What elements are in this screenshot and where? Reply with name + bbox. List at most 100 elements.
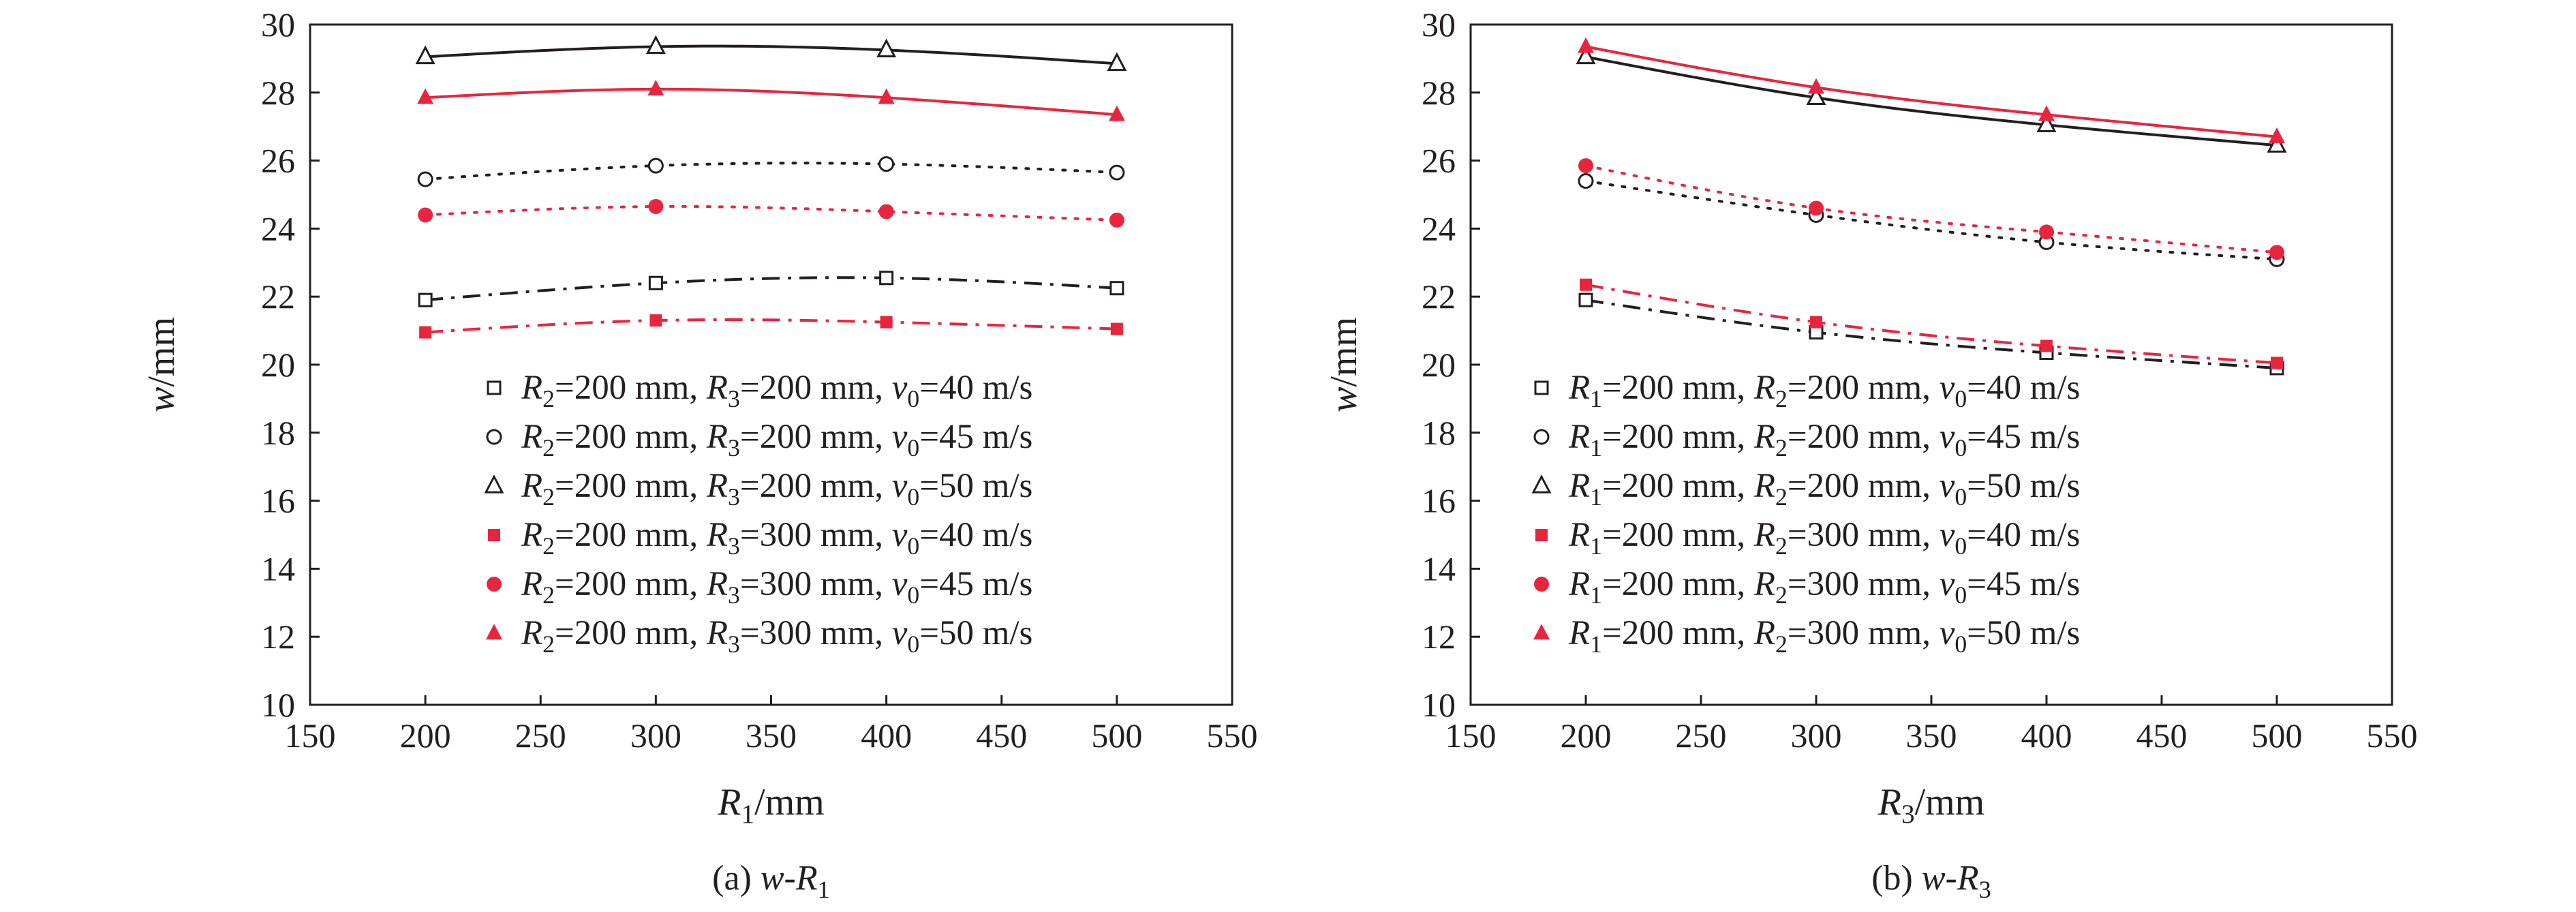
- legend-item: R1=200 mm, R2=200 mm, v0=50 m/s: [1531, 467, 2080, 511]
- legend-item: R1=200 mm, R2=300 mm, v0=50 m/s: [1533, 614, 2080, 658]
- y-tick-label: 22: [1422, 277, 1456, 316]
- legend-label: R2=200 mm, R3=300 mm, v0=45 m/s: [521, 565, 1032, 609]
- legend-label: R2=200 mm, R3=200 mm, v0=50 m/s: [521, 467, 1032, 511]
- data-point: [2036, 113, 2057, 132]
- x-tick-label: 550: [1207, 716, 1258, 755]
- y-axis-title: w/mm: [1323, 317, 1365, 412]
- y-tick-label: 16: [1422, 482, 1456, 520]
- x-tick-label: 300: [1791, 716, 1842, 755]
- series-1: [418, 271, 1124, 307]
- legend-item: R1=200 mm, R2=300 mm, v0=40 m/s: [1535, 516, 2080, 560]
- data-point: [2039, 224, 2054, 240]
- y-tick-label: 16: [261, 482, 295, 520]
- legend: R1=200 mm, R2=200 mm, v0=40 m/s R1=200 mm…: [1531, 369, 2080, 658]
- y-tick-label: 14: [1422, 549, 1456, 588]
- data-point: [2040, 339, 2053, 352]
- y-tick-label: 18: [261, 414, 295, 452]
- series-line: [425, 276, 1117, 302]
- data-point: [418, 207, 433, 223]
- legend-item: R2=200 mm, R3=300 mm, v0=40 m/s: [488, 516, 1032, 560]
- figure-caption: (a) w-R1: [712, 859, 830, 903]
- data-point: [649, 314, 662, 327]
- legend-marker: [1535, 529, 1548, 541]
- y-tick-label: 20: [261, 346, 295, 384]
- series-6: [417, 80, 1125, 121]
- x-tick-label: 550: [2367, 716, 2418, 755]
- data-point: [417, 88, 434, 104]
- legend-marker: [1533, 429, 1550, 445]
- x-tick-label: 500: [1091, 716, 1142, 755]
- legend-item: R2=200 mm, R3=200 mm, v0=45 m/s: [486, 418, 1032, 461]
- data-point: [1578, 158, 1593, 174]
- series-5: [1578, 158, 2284, 260]
- data-point: [648, 198, 664, 214]
- legend-label: R1=200 mm, R2=300 mm, v0=50 m/s: [1568, 614, 2080, 658]
- data-point: [2267, 134, 2287, 153]
- series-line: [1585, 55, 2278, 147]
- y-tick-label: 24: [1422, 209, 1456, 247]
- y-tick-label: 18: [1422, 414, 1456, 452]
- data-point: [1810, 316, 1822, 329]
- legend-marker: [488, 529, 500, 541]
- legend-item: R2=200 mm, R3=200 mm, v0=40 m/s: [487, 369, 1032, 412]
- legend-label: R2=200 mm, R3=200 mm, v0=45 m/s: [521, 418, 1032, 461]
- series-2: [417, 156, 1125, 187]
- x-tick-label: 350: [1906, 716, 1957, 755]
- data-point: [645, 35, 666, 55]
- figure-caption: (b) w-R3: [1871, 859, 1991, 903]
- y-tick-label: 10: [1422, 686, 1456, 724]
- data-point: [880, 316, 893, 329]
- x-tick-label: 450: [976, 716, 1027, 755]
- x-tick-label: 450: [2136, 716, 2188, 755]
- series-line: [1585, 299, 2278, 369]
- data-point: [876, 38, 897, 58]
- data-point: [1809, 200, 1824, 216]
- data-point: [2271, 356, 2283, 369]
- data-point: [2269, 127, 2285, 143]
- data-point: [879, 271, 894, 286]
- y-tick-label: 30: [1422, 5, 1456, 44]
- data-point: [1107, 52, 1127, 72]
- x-tick-label: 500: [2252, 716, 2303, 755]
- data-point: [648, 275, 663, 290]
- y-tick-label: 30: [261, 5, 295, 44]
- legend-marker: [487, 380, 502, 395]
- series-line: [1585, 283, 2278, 365]
- legend-label: R2=200 mm, R3=200 mm, v0=40 m/s: [521, 369, 1032, 412]
- data-point: [417, 171, 433, 187]
- data-point: [1578, 37, 1594, 53]
- legend-marker: [486, 429, 502, 445]
- x-tick-label: 250: [515, 716, 566, 755]
- series-line: [425, 87, 1118, 117]
- x-axis-title: R1/mm: [717, 781, 825, 829]
- legend-marker: [486, 624, 502, 640]
- panel-a: 150 200 250 300 350 400 450 500 550 10 12 14 16 18 20 2…: [140, 5, 1258, 903]
- data-point: [1109, 164, 1125, 181]
- data-point: [878, 204, 894, 219]
- panel-b: 150 200 250 300 350 400 450 500 550 10 12 14 16 18 20 2…: [1323, 5, 2418, 903]
- x-tick-label: 400: [2021, 716, 2072, 755]
- data-point: [2269, 245, 2284, 260]
- y-tick-label: 12: [261, 618, 295, 656]
- x-tick-label: 400: [861, 716, 912, 755]
- series-5: [418, 198, 1124, 228]
- y-tick-label: 28: [1422, 74, 1456, 112]
- y-tick-label: 10: [261, 686, 295, 724]
- legend-marker: [487, 577, 502, 592]
- legend-label: R2=200 mm, R3=300 mm, v0=40 m/s: [521, 516, 1032, 560]
- legend-item: R2=200 mm, R3=300 mm, v0=45 m/s: [487, 565, 1032, 609]
- data-point: [419, 326, 432, 339]
- series-line: [425, 318, 1117, 334]
- data-point: [418, 292, 433, 307]
- data-point: [1108, 105, 1125, 121]
- data-point: [1578, 173, 1594, 189]
- legend-item: R1=200 mm, R2=200 mm, v0=40 m/s: [1534, 369, 2080, 412]
- series-line: [424, 162, 1118, 181]
- legend-label: R1=200 mm, R2=300 mm, v0=45 m/s: [1568, 565, 2080, 609]
- data-point: [1110, 322, 1123, 335]
- data-point: [1578, 292, 1593, 307]
- x-tick-label: 150: [1445, 716, 1497, 755]
- legend-marker: [1534, 577, 1549, 592]
